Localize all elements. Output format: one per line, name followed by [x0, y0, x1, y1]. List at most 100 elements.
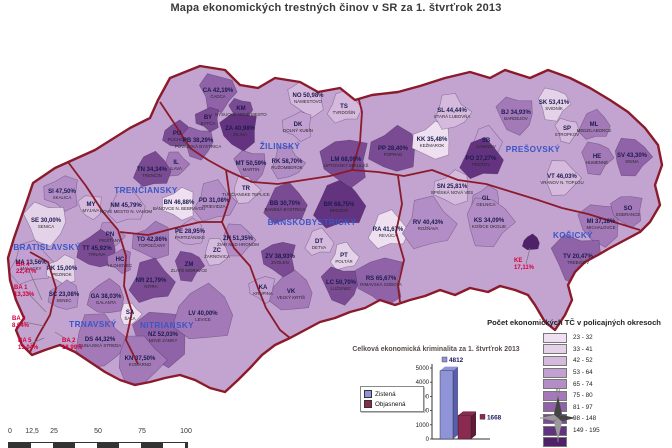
district-label-my: MY MYJAVA [83, 202, 100, 213]
bar-top-objasnená [458, 411, 476, 416]
callout-label-ba2: BA 2 18,99% [62, 338, 83, 351]
district-area-se [23, 201, 67, 247]
callout-label-ke: KE 17,11% [514, 258, 535, 271]
district-label-zh: ZH 51,35% ŽIAR NAD HRONOM [217, 236, 259, 247]
legend-swatch [543, 379, 567, 390]
district-label-ka: KA KRUPINA [253, 285, 273, 296]
district-area-ga [86, 278, 125, 314]
district-area-nm [107, 186, 146, 224]
district-label-pt: PT POLTÁR [335, 253, 352, 264]
district-label-pb: PB 38,29% POVAŽSKÁ BYSTRICA [175, 138, 222, 149]
legend-swatch [543, 332, 567, 343]
district-label-lc: LC 50,70% LUČENEC [326, 280, 357, 291]
callout-label-ba4: BA 4 22,47% [16, 262, 37, 275]
district-area-pp [368, 124, 415, 172]
legend-range-label: 53 - 64 [573, 369, 593, 377]
district-label-zm: ZM ZLATÉ MORAVCE [171, 262, 208, 273]
district-label-pp: PP 28,40% POPRAD [378, 146, 409, 157]
district-area-lc [320, 266, 359, 306]
district-label-tv: TV 20,47% TREBIŠOV [563, 254, 593, 265]
district-area-bn [161, 187, 194, 221]
callout-leader-line [525, 247, 531, 265]
district-label-so: SO SOBRANCE [616, 206, 641, 217]
country-border [6, 64, 664, 394]
callout-leader-line [23, 321, 45, 327]
district-label-lv: LV 40,00% LEVICE [188, 311, 218, 322]
legend-range-label: 149 - 195 [573, 427, 600, 435]
district-area-sv [614, 137, 654, 177]
legend-range-label: 23 - 32 [573, 334, 593, 342]
district-label-nm: NM 45,79% NOVÉ MESTO N. VÁHOM [100, 203, 152, 214]
district-label-vt: VT 46,03% VRANOV N. TOPĽOU [540, 174, 583, 185]
legend-swatch [543, 344, 567, 355]
region-border [351, 95, 363, 171]
callout-label-ba3: BA 3 8,04% [12, 316, 30, 329]
bar-side-objasnená [471, 411, 476, 439]
district-label-sl: SL 44,44% STARÁ ĽUBOVŇA [434, 108, 471, 119]
legend-range-label: 65 - 74 [573, 380, 593, 388]
legend-swatch [543, 390, 567, 401]
district-area-sk [538, 87, 572, 122]
district-label-za: ZA 40,98% ŽILINA [225, 126, 255, 137]
district-area-za [219, 113, 257, 152]
district-area-sp [554, 117, 580, 144]
bar-chart-title: Celková ekonomická kriminalita za 1. štv… [352, 346, 520, 353]
district-label-po: PO 27,27% PREŠOV [466, 156, 497, 167]
district-area-zc [204, 237, 233, 266]
district-area-zh [223, 223, 257, 257]
callout-leader-line [25, 290, 47, 313]
district-label-ts: TS TVRDOŠÍN [333, 104, 356, 115]
chart-legend-label: Zistená [375, 390, 396, 398]
district-label-ca: CA 42,19% ČADCA [203, 88, 234, 99]
district-label-nr: NR 21,79% NITRA [136, 278, 167, 289]
region-border [225, 169, 353, 185]
district-area-si [43, 175, 78, 212]
legend-item-2: 42 - 52 [476, 355, 672, 367]
district-area-rv [401, 195, 458, 250]
district-label-pn: PN PIEŠŤANY [99, 232, 121, 243]
district-area-pb [180, 126, 214, 161]
legend-swatch [543, 437, 567, 448]
bar-top-zistená [440, 366, 458, 371]
district-label-mt: MT 50,59% MARTIN [236, 161, 267, 172]
district-area-sc [47, 279, 79, 310]
district-area-vt [546, 160, 583, 196]
legend-swatch [543, 355, 567, 366]
district-area-sn [433, 169, 468, 206]
district-area-ks [466, 197, 516, 248]
district-area-po [459, 136, 504, 179]
chart-ytick: 5000 [416, 366, 430, 372]
region-border [29, 251, 57, 353]
region-label-treniansky: TRENČIANSKY [114, 184, 178, 195]
region-border [351, 169, 641, 231]
callout-label-ba1: BA 1 13,33% [14, 285, 35, 298]
district-label-ma: MA 13,56% MALACKY [15, 260, 47, 271]
district-area-ml [577, 108, 611, 140]
district-label-ml: ML MEDZILABORCE [577, 122, 612, 133]
chart-legend-item-zistená: Zistená [364, 389, 420, 399]
callout-leader-line [27, 267, 43, 301]
district-label-zv: ZV 38,93% ZVOLEN [265, 254, 295, 265]
region-label-preovsk: PREŠOVSKÝ [506, 143, 561, 154]
district-label-sn: SN 25,81% SPIŠSKÁ NOVÁ VES [431, 184, 474, 195]
district-label-by: BY BYTČA [201, 115, 216, 126]
district-area-pe [175, 217, 204, 245]
district-area-ds [75, 313, 132, 369]
legend-item-9 [476, 436, 672, 448]
district-label-lm: LM 68,09% LIPTOVSKÝ MIKULÁŠ [324, 157, 369, 168]
district-area-by [194, 106, 220, 133]
callout-leader-line [54, 331, 75, 345]
chart-ytick: 4000 [416, 380, 430, 386]
district-area-ca [199, 73, 238, 113]
district-area-pt [330, 241, 360, 271]
bar-value-label-zistená: 4812 [449, 357, 464, 364]
district-label-km: KM KYSUCKÉ NOVÉ MESTO [215, 106, 267, 117]
district-label-bj: BJ 34,93% BARDEJOV [501, 110, 531, 121]
bar-zistená [439, 370, 454, 440]
district-label-sp: SP STROPKOV [555, 126, 579, 137]
legend-range-label: 42 - 52 [573, 357, 593, 365]
district-label-ds: DS 44,32% DUNAJSKÁ STREDA [79, 337, 122, 348]
district-label-sa: SA ŠAĽA [124, 310, 135, 321]
district-label-rs: RS 65,67% RIMAVSKÁ SOBOTA [360, 276, 402, 287]
district-label-to: TO 42,86% TOPOĽČANY [137, 237, 168, 248]
